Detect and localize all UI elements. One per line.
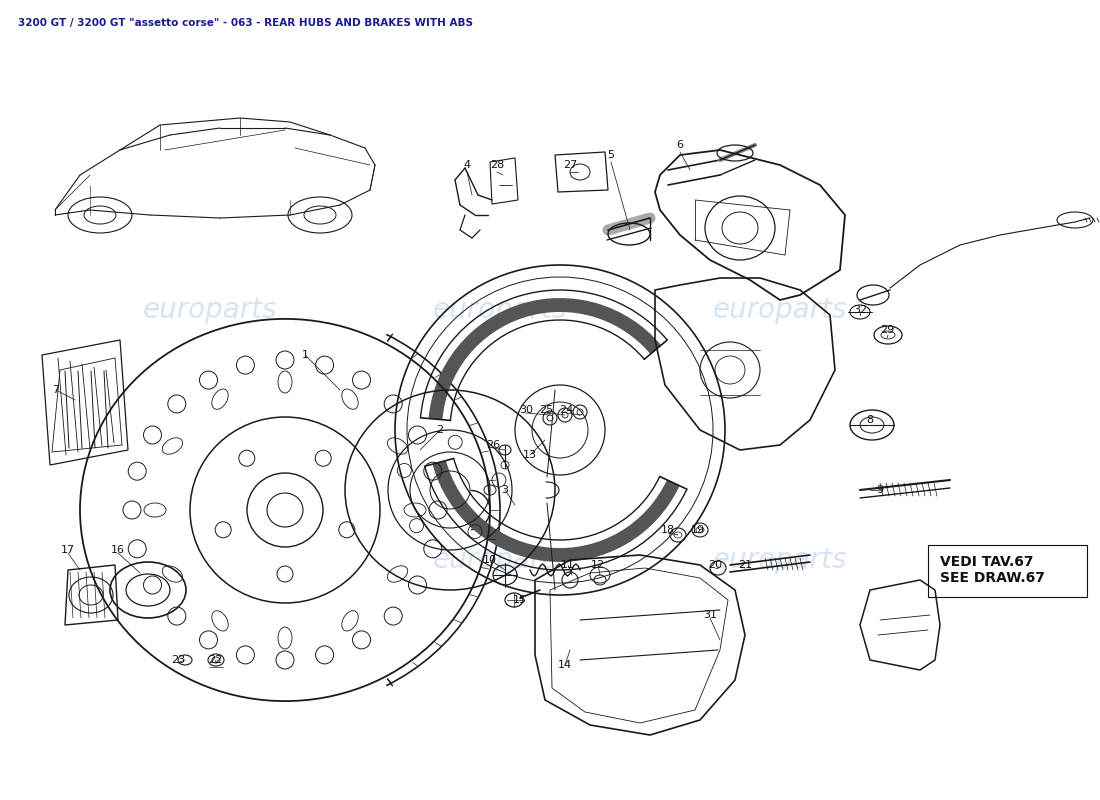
Text: 30: 30 <box>519 405 534 415</box>
Text: 10: 10 <box>483 555 497 565</box>
Text: 19: 19 <box>691 525 705 535</box>
Text: 14: 14 <box>558 660 572 670</box>
Text: 23: 23 <box>170 655 185 665</box>
Text: 13: 13 <box>522 450 537 460</box>
Text: 1: 1 <box>301 350 308 360</box>
Text: 11: 11 <box>561 560 575 570</box>
Text: europarts: europarts <box>432 546 568 574</box>
Text: europarts: europarts <box>143 296 277 324</box>
Text: 22: 22 <box>208 655 222 665</box>
Text: 2: 2 <box>437 425 443 435</box>
Text: VEDI TAV.67
SEE DRAW.67: VEDI TAV.67 SEE DRAW.67 <box>940 555 1045 586</box>
Text: 26: 26 <box>486 440 500 450</box>
Text: 29: 29 <box>880 325 894 335</box>
Text: 21: 21 <box>738 560 752 570</box>
Text: 32: 32 <box>852 305 867 315</box>
Text: 5: 5 <box>607 150 615 160</box>
Text: 3: 3 <box>502 485 508 495</box>
Text: 24: 24 <box>559 405 573 415</box>
Text: 6: 6 <box>676 140 683 150</box>
Text: 12: 12 <box>591 560 605 570</box>
Text: 25: 25 <box>539 405 553 415</box>
Text: 7: 7 <box>53 385 59 395</box>
Text: 4: 4 <box>463 160 471 170</box>
Text: 16: 16 <box>111 545 125 555</box>
Text: 31: 31 <box>703 610 717 620</box>
Text: europarts: europarts <box>432 296 568 324</box>
Text: 20: 20 <box>708 560 722 570</box>
Text: 17: 17 <box>60 545 75 555</box>
Text: 3200 GT / 3200 GT "assetto corse" - 063 - REAR HUBS AND BRAKES WITH ABS: 3200 GT / 3200 GT "assetto corse" - 063 … <box>18 18 473 28</box>
Text: 8: 8 <box>867 415 873 425</box>
Text: 18: 18 <box>661 525 675 535</box>
Text: 15: 15 <box>513 595 527 605</box>
Text: europarts: europarts <box>713 546 847 574</box>
Text: europarts: europarts <box>713 296 847 324</box>
Text: 27: 27 <box>563 160 578 170</box>
Text: 28: 28 <box>490 160 504 170</box>
Text: 9: 9 <box>877 485 883 495</box>
